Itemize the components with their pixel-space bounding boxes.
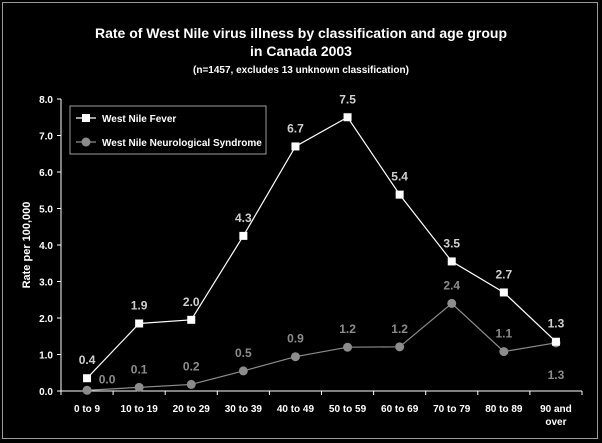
data-label: 7.5 xyxy=(339,92,356,106)
data-label: 6.7 xyxy=(287,121,304,135)
series-marker-square xyxy=(343,113,352,122)
data-label: 0.1 xyxy=(131,362,148,376)
series-marker-circle xyxy=(238,366,248,376)
series-marker-square xyxy=(395,190,404,199)
chart-title-line2: in Canada 2003 xyxy=(250,43,352,59)
x-tick-label: 90 and xyxy=(540,404,572,415)
y-tick-label: 8.0 xyxy=(39,95,53,106)
series-marker-circle xyxy=(134,382,144,392)
data-label: 0.9 xyxy=(287,332,304,346)
chart-title-line1: Rate of West Nile virus illness by class… xyxy=(95,25,507,41)
series-marker-square xyxy=(447,257,456,266)
y-tick-label: 4.0 xyxy=(39,241,53,252)
series-marker-square xyxy=(239,231,248,240)
x-tick-label: 10 to 19 xyxy=(121,404,159,415)
data-label: 1.1 xyxy=(496,327,513,341)
legend-box xyxy=(69,105,267,155)
series-marker-square xyxy=(83,374,92,383)
data-label: 1.3 xyxy=(548,368,565,382)
x-tick-label: 0 to 9 xyxy=(74,404,101,415)
series-marker-circle xyxy=(395,342,405,352)
series-line-0 xyxy=(86,116,557,379)
plot-area: 0.0 1.0 2.0 3.0 4.0 5.0 6.0 7.0 8.0 0 to 9 10 to 1… xyxy=(39,92,583,428)
x-tick-label: 60 to 69 xyxy=(381,404,419,415)
legend-entry: West Nile Fever xyxy=(102,114,176,125)
data-label: 2.4 xyxy=(443,278,460,292)
x-tick-label: over xyxy=(545,417,566,428)
data-label: 2.0 xyxy=(183,295,200,309)
series-marker-circle xyxy=(186,379,196,389)
series-marker-square xyxy=(135,319,144,328)
x-tick-label: 50 to 59 xyxy=(329,404,367,415)
y-tick-label: 1.0 xyxy=(39,351,53,362)
series-marker-square xyxy=(499,288,508,297)
series-marker-square xyxy=(551,337,560,346)
data-label: 0.5 xyxy=(235,346,252,360)
data-label: 2.7 xyxy=(496,267,513,281)
legend-marker-square xyxy=(82,114,90,122)
legend-entry: West Nile Neurological Syndrome xyxy=(102,138,262,149)
data-label: 0.0 xyxy=(99,372,116,386)
data-label: 1.3 xyxy=(548,317,565,331)
x-tick-label: 30 to 39 xyxy=(225,404,263,415)
x-tick-label: 80 to 89 xyxy=(485,404,523,415)
series-line-1 xyxy=(87,302,557,391)
chart-frame xyxy=(2,2,598,439)
data-label: 1.9 xyxy=(131,298,148,312)
data-label: 1.2 xyxy=(391,322,408,336)
legend-marker-circle xyxy=(81,137,91,147)
y-tick-label: 6.0 xyxy=(39,168,53,179)
y-tick-label: 0.0 xyxy=(39,387,53,398)
x-tick-label: 70 to 79 xyxy=(433,404,471,415)
series-marker-circle xyxy=(499,347,509,357)
y-tick-label: 3.0 xyxy=(39,278,53,289)
x-tick-label: 40 to 49 xyxy=(277,404,315,415)
series-marker-circle xyxy=(82,385,92,395)
data-label: 1.2 xyxy=(339,322,356,336)
series-marker-square xyxy=(291,142,300,151)
y-tick-label: 2.0 xyxy=(39,314,53,325)
data-label: 5.4 xyxy=(391,170,408,184)
series-marker-circle xyxy=(290,352,300,362)
data-label: 4.3 xyxy=(235,211,252,225)
y-tick-label: 7.0 xyxy=(39,132,53,143)
x-tick-label: 20 to 29 xyxy=(173,404,211,415)
series-marker-circle xyxy=(343,342,353,352)
y-tick-label: 5.0 xyxy=(39,205,53,216)
series-marker-square xyxy=(187,315,196,324)
data-label: 0.2 xyxy=(183,359,200,373)
y-axis-label: Rate per 100,000 xyxy=(21,202,33,289)
data-label: 0.4 xyxy=(79,353,96,367)
data-label: 3.5 xyxy=(443,236,460,250)
series-marker-circle xyxy=(447,298,457,308)
chart-subtitle: (n=1457, excludes 13 unknown classificat… xyxy=(193,65,409,76)
